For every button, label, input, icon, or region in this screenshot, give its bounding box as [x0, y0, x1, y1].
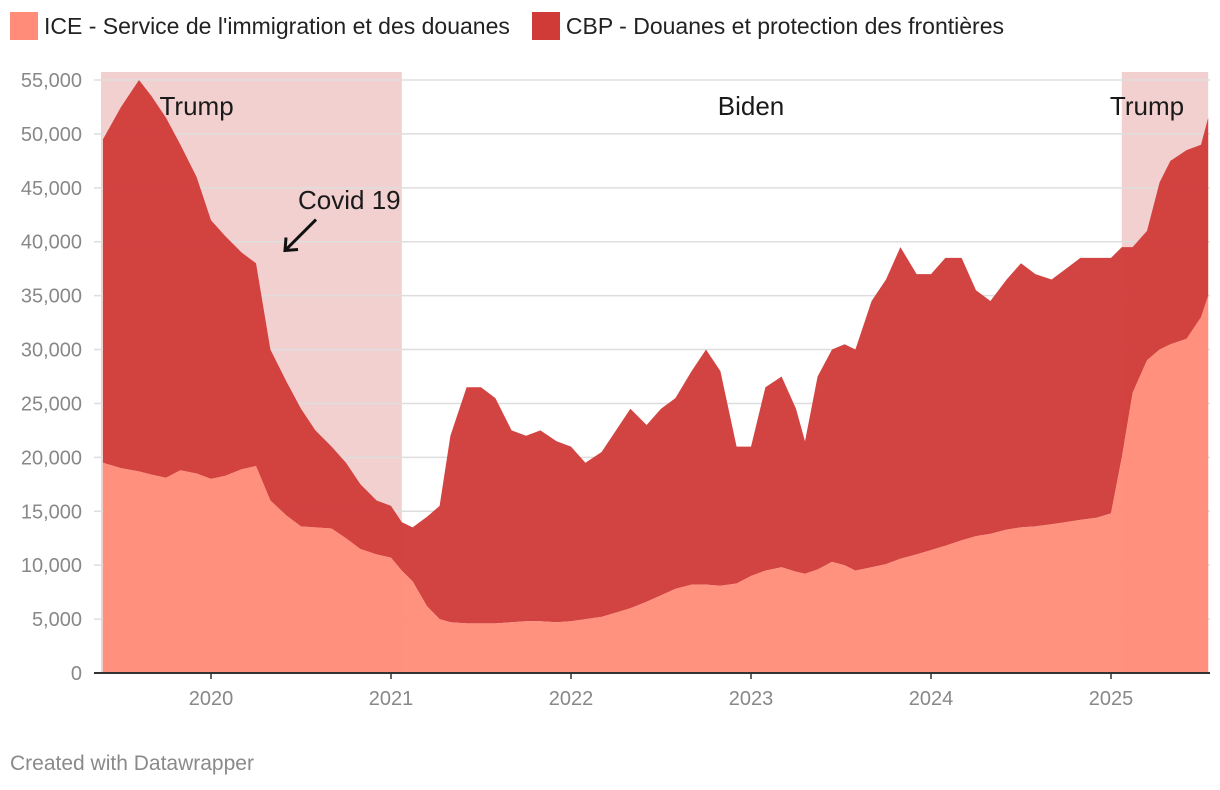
x-tick-label: 2024	[909, 688, 954, 710]
covid-label: Covid 19	[298, 185, 401, 215]
legend-item-ice[interactable]: ICE - Service de l'immigration et des do…	[10, 12, 510, 40]
covid-arrow-icon	[284, 218, 318, 251]
legend-swatch-ice	[10, 12, 38, 40]
legend-label-cbp: CBP - Douanes et protection des frontièr…	[565, 12, 1004, 39]
stacked-areas	[103, 80, 1209, 673]
y-tick-label: 35,000	[21, 286, 82, 308]
y-tick-label: 55,000	[21, 70, 82, 92]
y-tick-label: 40,000	[21, 232, 82, 254]
y-tick-label: 20,000	[21, 447, 82, 469]
annotations: Trump Biden Trump Covid 19	[160, 91, 1184, 253]
x-tick-label: 2023	[729, 688, 774, 710]
x-tick-label: 2022	[549, 688, 594, 710]
covid-arrowhead-icon	[283, 237, 299, 253]
y-tick-label: 10,000	[21, 555, 82, 577]
period-label-0: Trump	[160, 91, 234, 121]
y-tick-label: 50,000	[21, 124, 82, 146]
x-axis: 2020 2021 2022 2023 2024 2025	[94, 672, 1210, 710]
legend-label-ice: ICE - Service de l'immigration et des do…	[44, 12, 510, 39]
x-tick-label: 2021	[369, 688, 414, 710]
y-axis: 0 5,000 10,000 15,000 20,000 25,000 30,000 35,0…	[21, 70, 82, 685]
x-tick-label: 2020	[189, 688, 234, 710]
legend-item-cbp[interactable]: CBP - Douanes et protection des frontièr…	[531, 12, 1004, 40]
x-tick-label: 2025	[1089, 688, 1134, 710]
y-tick-label: 5,000	[32, 609, 82, 631]
y-tick-label: 25,000	[21, 393, 82, 415]
credit-text: Created with Datawrapper	[10, 752, 254, 775]
y-tick-label: 45,000	[21, 178, 82, 200]
legend: ICE - Service de l'immigration et des do…	[10, 12, 1004, 40]
period-label-1: Biden	[718, 91, 785, 121]
y-tick-label: 30,000	[21, 340, 82, 362]
legend-swatch-cbp	[531, 12, 560, 40]
area-series-cbp	[103, 80, 1209, 624]
y-tick-label: 15,000	[21, 501, 82, 523]
y-tick-label: 0	[71, 663, 82, 685]
area-series-ice	[103, 295, 1209, 673]
period-label-2: Trump	[1110, 91, 1184, 121]
